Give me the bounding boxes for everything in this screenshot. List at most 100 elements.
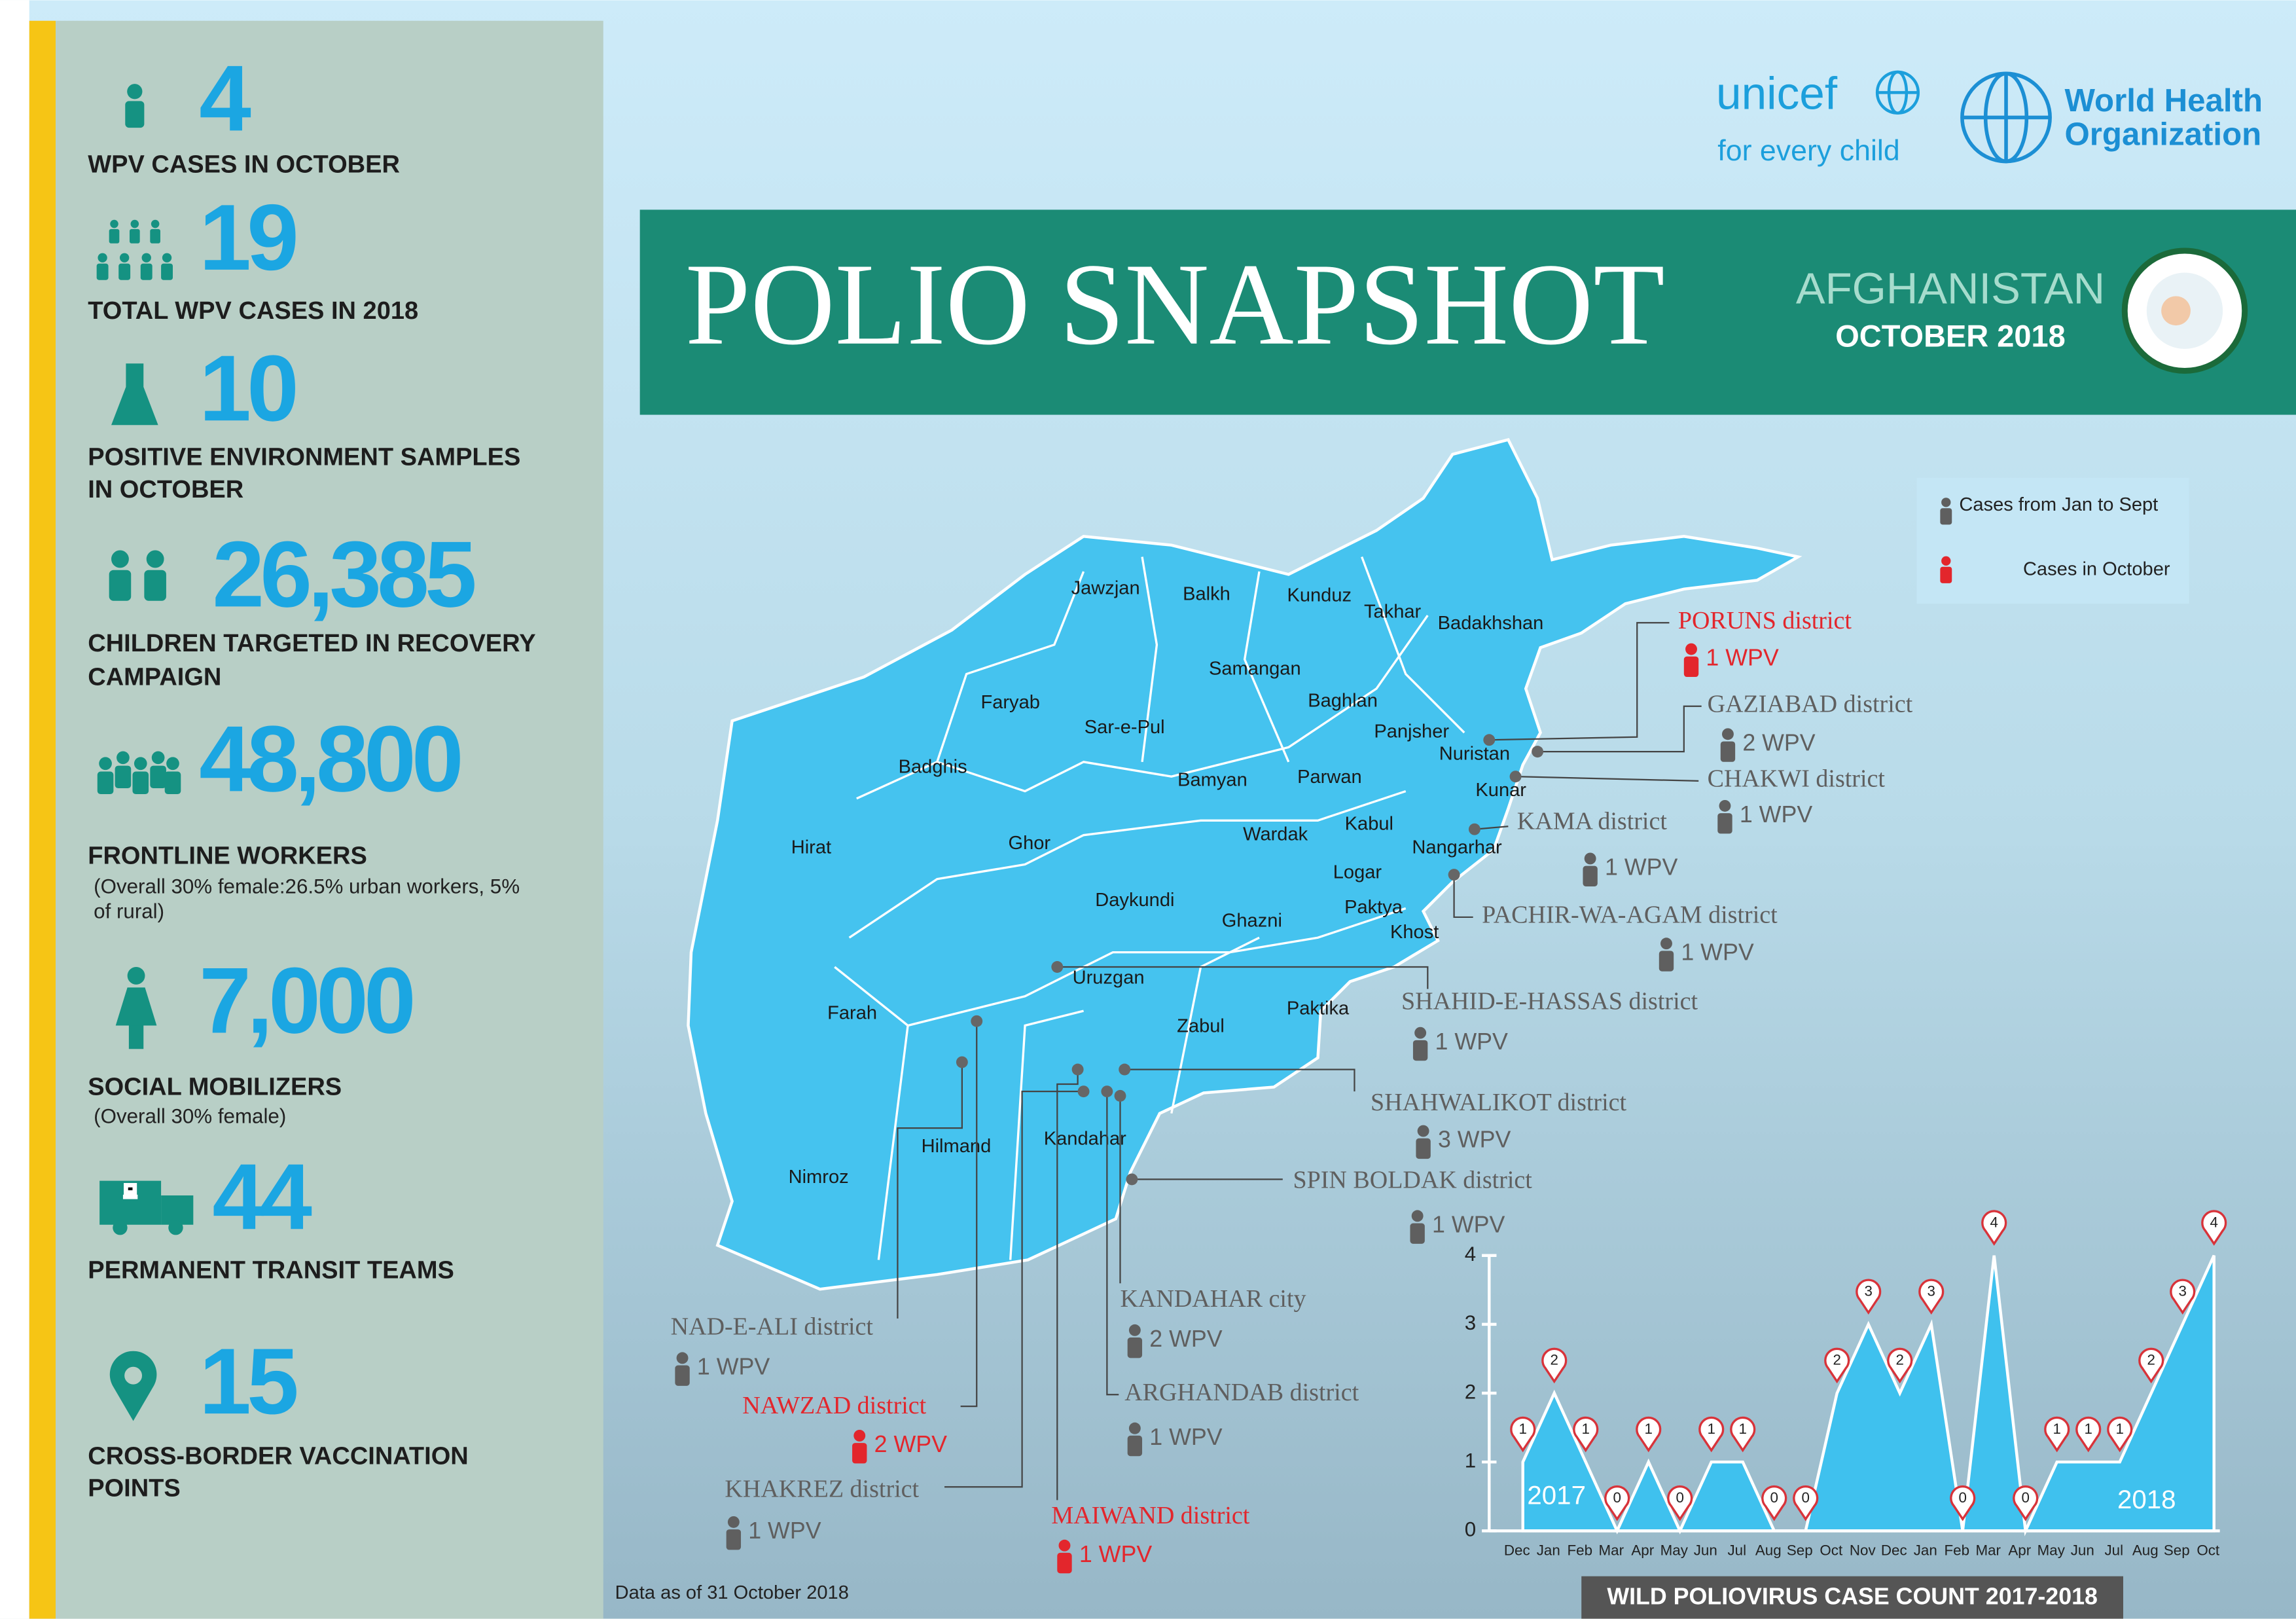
district-cases: 1 WPV (1079, 1541, 1152, 1567)
stat-value: 26,385 (212, 522, 475, 627)
y-tick-label: 4 (1465, 1243, 1476, 1265)
district-name: CHAKWI district (1708, 765, 1886, 793)
person-body (118, 263, 131, 280)
who-emblem (1960, 71, 2052, 164)
wheel (168, 1220, 183, 1235)
stats-panel (56, 20, 603, 1619)
map-outline (687, 437, 1803, 1291)
district-cases: 1 WPV (1681, 939, 1753, 965)
x-tick-label: Jan (1914, 1542, 1937, 1559)
district-name: KAMA district (1517, 807, 1668, 835)
person-head (120, 253, 130, 263)
marker-balloon (2013, 1485, 2039, 1521)
flask-icon (111, 363, 158, 426)
marker-balloon (1636, 1416, 1662, 1453)
stat-value: 44 (212, 1144, 312, 1249)
district-cases: 2 WPV (874, 1431, 947, 1457)
wheel (113, 1220, 128, 1235)
province-label: Paktika (1287, 998, 1350, 1019)
marker-label: 1 (1739, 1421, 1747, 1437)
person-body (1416, 1138, 1431, 1159)
x-tick-label: Jun (1694, 1542, 1717, 1559)
marker: 3 (1918, 1279, 1945, 1315)
district-callout: SHAHWALIKOT district 3 WPV (1119, 1063, 1627, 1159)
district-callout: GAZIABAD district 2 WPV (1532, 691, 1913, 762)
marker: 0 (1604, 1485, 1630, 1521)
district-callout: SPIN BOLDAK district 1 WPV (1126, 1167, 1532, 1244)
district-callout: NAD-E-ALI district 1 WPV (671, 1056, 968, 1386)
province-label: Ghazni (1222, 910, 1282, 931)
year-label: 2017 (1527, 1481, 1586, 1510)
person-body (96, 263, 109, 280)
legend-box (1916, 477, 2189, 604)
district-dot (1468, 823, 1480, 835)
leader-line (1124, 1068, 1355, 1092)
district-callout: PORUNS district 1 WPV (1483, 607, 1852, 746)
marker: 1 (1510, 1416, 1536, 1453)
district-cases: 1 WPV (1149, 1424, 1222, 1450)
person-head (141, 253, 151, 263)
district-dot (1532, 746, 1544, 758)
marker-label: 0 (2022, 1489, 2030, 1506)
stat-note: (Overall 30% female:26.5% urban workers,… (94, 875, 520, 898)
person-body (1659, 951, 1674, 972)
accent-stripe (29, 20, 56, 1619)
marker-label: 2 (2147, 1352, 2155, 1368)
person-head (1414, 1027, 1427, 1039)
marker: 4 (2201, 1210, 2227, 1246)
person-body (1410, 1223, 1425, 1244)
province-label: Zabul (1177, 1015, 1225, 1036)
district-name: PORUNS district (1678, 607, 1852, 634)
marker-label: 0 (1802, 1489, 1810, 1506)
marker: 0 (1793, 1485, 1819, 1521)
marker-label: 3 (2178, 1283, 2186, 1300)
district-dot (1119, 1063, 1131, 1076)
person-body (125, 101, 145, 128)
person-head (1417, 1125, 1429, 1137)
person-head (1584, 852, 1596, 865)
person-body (1127, 1435, 1143, 1457)
province-label: Bamyan (1177, 770, 1247, 791)
truck-cab (161, 1195, 194, 1225)
marker-balloon (2138, 1347, 2164, 1384)
marker-label: 1 (2084, 1421, 2092, 1437)
province-label: Kabul (1345, 814, 1393, 835)
x-tick-label: Apr (1631, 1542, 1654, 1559)
marker: 4 (1981, 1210, 2007, 1246)
district-cases: 1 WPV (748, 1518, 821, 1544)
district-cases: 2 WPV (1149, 1326, 1222, 1352)
marker-balloon (1887, 1347, 1913, 1384)
stat-note: (Overall 30% female) (94, 1105, 286, 1128)
stat-label: POSITIVE ENVIRONMENT SAMPLES (88, 444, 520, 471)
province-label: Nuristan (1439, 743, 1510, 764)
person-body (161, 263, 173, 280)
marker: 1 (2075, 1416, 2102, 1453)
person-head (162, 253, 172, 263)
marker-balloon (1950, 1485, 1976, 1521)
person-body (726, 1529, 742, 1550)
person-head (1941, 498, 1951, 507)
marker: 0 (2013, 1485, 2039, 1521)
province-label: Nangarhar (1412, 837, 1502, 858)
district-callout: SHAHID-E-HASSAS district 1 WPV (1051, 961, 1698, 1061)
stat-label: WPV CASES IN OCTOBER (88, 151, 400, 178)
district-dot (1114, 1089, 1126, 1102)
leader-line (1057, 966, 1429, 989)
person-body (150, 765, 166, 789)
marker-balloon (1981, 1210, 2007, 1246)
stat: 19 TOTAL WPV CASES IN 2018 (88, 185, 418, 325)
stat-note: of rural) (94, 900, 164, 923)
stat-value: 19 (199, 185, 296, 290)
district-cases: 1 WPV (1432, 1211, 1505, 1237)
person-head (1941, 556, 1951, 566)
x-tick-label: Aug (1755, 1542, 1782, 1559)
province-label: Badghis (899, 756, 967, 777)
person-head (1722, 728, 1734, 740)
district-cases: 2 WPV (1742, 729, 1815, 755)
person-head (1719, 799, 1731, 812)
x-tick-label: Oct (1820, 1542, 1843, 1559)
district-name: GAZIABAD district (1708, 691, 1913, 718)
district-dot (1126, 1173, 1138, 1186)
